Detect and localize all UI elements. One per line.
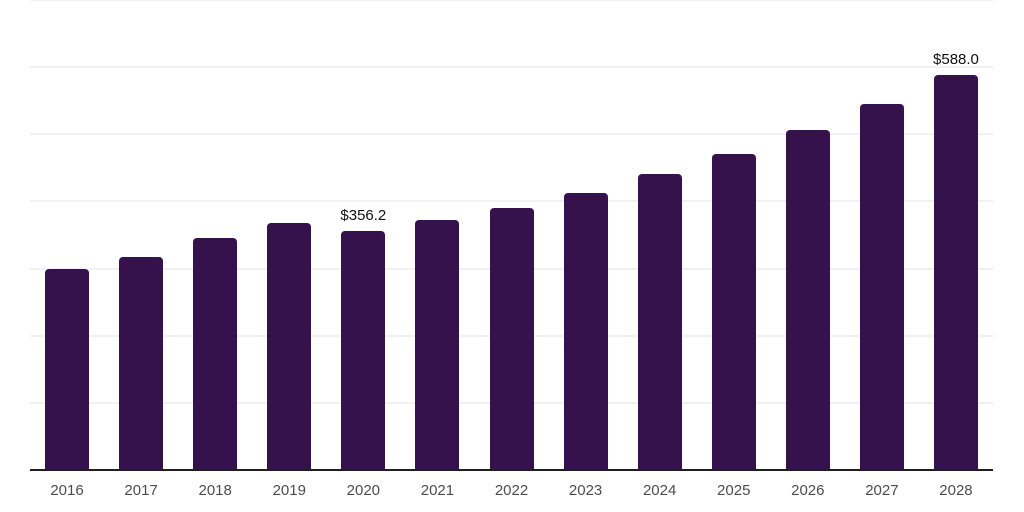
x-tick-label: 2021 xyxy=(420,482,455,499)
x-tick-label: 2028 xyxy=(939,482,973,499)
x-tick-label: 2020 xyxy=(346,482,381,499)
gridline xyxy=(30,66,993,69)
x-tick-label: 2019 xyxy=(272,482,306,499)
bar-slot xyxy=(400,0,474,470)
bar-2016 xyxy=(45,269,90,470)
bar-2018 xyxy=(193,238,238,470)
plot-area: $356.2 $588.0 xyxy=(30,0,993,470)
bar-value-label: $356.2 xyxy=(340,206,387,224)
bar-2028 xyxy=(933,75,978,470)
gridline xyxy=(30,200,993,203)
bar-2020 xyxy=(341,230,386,470)
x-tick-label: 2026 xyxy=(791,482,825,499)
x-tick-label: 2022 xyxy=(494,482,529,499)
bar-2021 xyxy=(415,220,460,470)
x-tick-label: 2025 xyxy=(717,482,751,499)
bars-row: $356.2 $588.0 xyxy=(30,0,993,470)
x-tick-label: 2023 xyxy=(568,482,603,499)
x-axis-line xyxy=(30,469,993,471)
bar-2026 xyxy=(785,129,830,470)
x-tick-label: 2016 xyxy=(50,482,84,499)
bar-2022 xyxy=(489,208,534,470)
bar-2027 xyxy=(859,104,904,470)
bar-slot xyxy=(697,0,771,470)
x-tick-label: 2024 xyxy=(642,482,677,499)
x-tick-label: 2018 xyxy=(198,482,232,499)
bar-slot: $356.2 xyxy=(326,0,400,470)
gridline xyxy=(30,0,993,1)
bar-slot: $588.0 xyxy=(919,0,993,470)
bar-slot xyxy=(549,0,623,470)
bar-2017 xyxy=(119,256,164,470)
bar-slot xyxy=(771,0,845,470)
bar-2024 xyxy=(637,173,682,470)
bar-2023 xyxy=(563,193,608,470)
bar-slot xyxy=(252,0,326,470)
x-axis-labels: 2016 2017 2018 2019 2020 2021 2022 2023 2024 2025… xyxy=(30,482,993,499)
bar-slot xyxy=(845,0,919,470)
gridline xyxy=(30,133,993,136)
bar-value-label: $588.0 xyxy=(933,51,979,69)
bar-slot xyxy=(474,0,548,470)
bar-slot xyxy=(30,0,104,470)
bar-slot xyxy=(623,0,697,470)
bar-slot xyxy=(178,0,252,470)
bar-2025 xyxy=(711,153,756,470)
bar-slot xyxy=(104,0,178,470)
bar-2019 xyxy=(267,222,312,470)
x-tick-label: 2027 xyxy=(865,482,899,499)
x-tick-label: 2017 xyxy=(124,482,158,499)
